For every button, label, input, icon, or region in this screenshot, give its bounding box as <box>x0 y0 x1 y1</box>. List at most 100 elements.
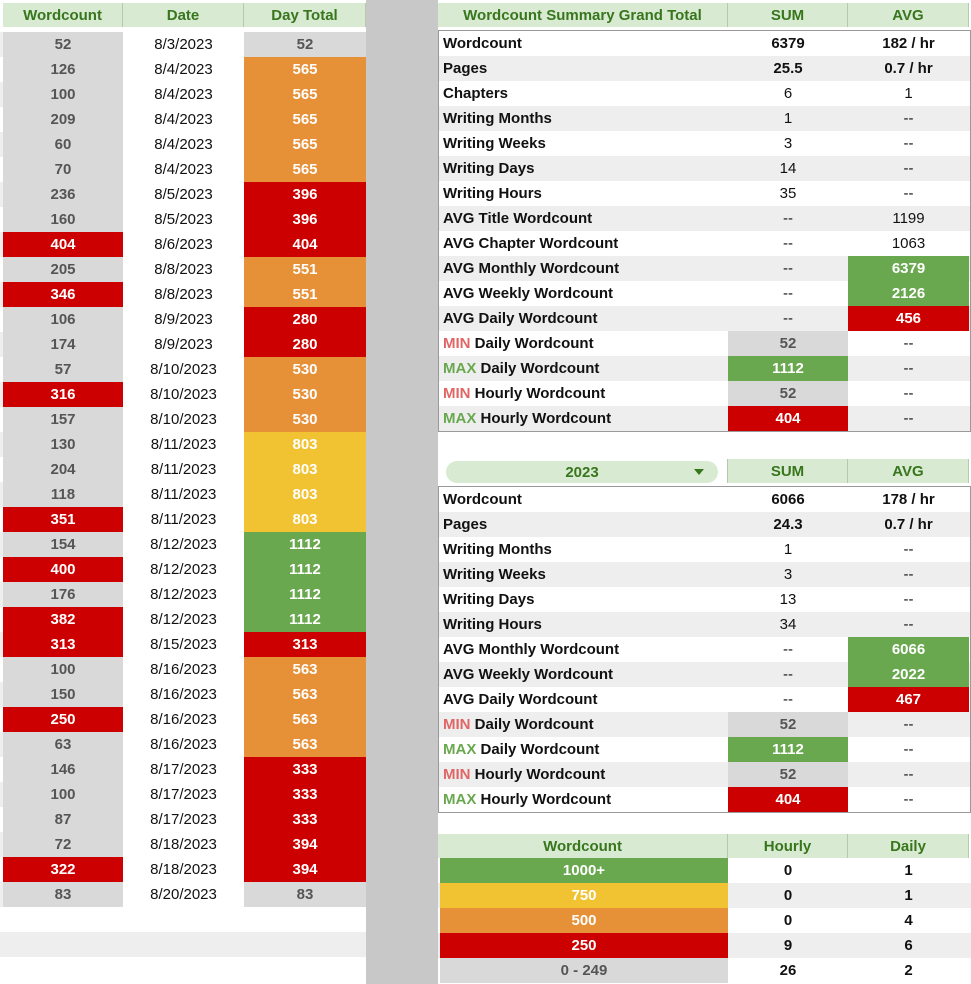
stat-sum[interactable]: -- <box>783 691 793 708</box>
date-cell[interactable]: 8/11/2023 <box>123 457 244 482</box>
wordcount-cell[interactable]: 204 <box>3 457 123 482</box>
year-dropdown[interactable]: 2023 <box>446 461 718 483</box>
wordcount-cell[interactable]: 63 <box>3 732 123 757</box>
wordcount-cell[interactable]: 351 <box>3 507 123 532</box>
date-cell[interactable]: 8/18/2023 <box>123 857 244 882</box>
stat-sum[interactable]: 404 <box>728 406 848 431</box>
date-cell[interactable]: 8/4/2023 <box>123 107 244 132</box>
stat-label[interactable]: AVG Weekly Wordcount <box>440 281 728 306</box>
wordcount-cell[interactable]: 146 <box>3 757 123 782</box>
date-cell[interactable]: 8/4/2023 <box>123 132 244 157</box>
wordcount-cell[interactable]: 106 <box>3 307 123 332</box>
stat-sum[interactable]: 1 <box>783 110 793 127</box>
stat-label[interactable]: MAX Daily Wordcount <box>440 356 728 381</box>
stat-label[interactable]: Writing Months <box>440 106 728 131</box>
day-total-cell[interactable]: 563 <box>244 707 366 732</box>
day-total-cell[interactable]: 563 <box>244 682 366 707</box>
year-avg-header[interactable]: AVG <box>848 459 969 483</box>
day-total-cell[interactable]: 394 <box>244 832 366 857</box>
empty-row[interactable] <box>0 932 366 957</box>
header-date[interactable]: Date <box>123 3 244 27</box>
stat-label[interactable]: AVG Chapter Wordcount <box>440 231 728 256</box>
stat-sum[interactable]: 3 <box>783 566 793 583</box>
day-total-cell[interactable]: 551 <box>244 282 366 307</box>
stat-label[interactable]: Pages <box>440 56 728 81</box>
stat-sum[interactable]: 1112 <box>728 356 848 381</box>
wordcount-cell[interactable]: 100 <box>3 657 123 682</box>
day-total-cell[interactable]: 803 <box>244 432 366 457</box>
legend-hourly[interactable]: 0 <box>783 862 793 879</box>
stat-label[interactable]: MAX Hourly Wordcount <box>440 406 728 431</box>
stat-avg[interactable]: 1063 <box>891 235 926 252</box>
date-cell[interactable]: 8/12/2023 <box>123 557 244 582</box>
day-total-cell[interactable]: 83 <box>244 882 366 907</box>
day-total-cell[interactable]: 530 <box>244 357 366 382</box>
day-total-cell[interactable]: 803 <box>244 507 366 532</box>
stat-avg[interactable]: 1199 <box>892 210 925 227</box>
stat-sum[interactable]: -- <box>783 285 793 302</box>
wordcount-cell[interactable]: 100 <box>3 782 123 807</box>
summary-sum-header[interactable]: SUM <box>728 3 848 27</box>
day-total-cell[interactable]: 396 <box>244 182 366 207</box>
legend-level[interactable]: 250 <box>440 933 728 958</box>
day-total-cell[interactable]: 396 <box>244 207 366 232</box>
stat-avg[interactable]: 467 <box>848 687 969 712</box>
stat-sum[interactable]: 404 <box>728 787 848 812</box>
wordcount-cell[interactable]: 176 <box>3 582 123 607</box>
year-sum-header[interactable]: SUM <box>728 459 848 483</box>
stat-avg[interactable]: -- <box>903 160 914 177</box>
wordcount-cell[interactable]: 130 <box>3 432 123 457</box>
day-total-cell[interactable]: 1112 <box>244 557 366 582</box>
wordcount-cell[interactable]: 83 <box>3 882 123 907</box>
summary-title[interactable]: Wordcount Summary Grand Total <box>438 3 728 27</box>
day-total-cell[interactable]: 333 <box>244 807 366 832</box>
stat-label[interactable]: AVG Monthly Wordcount <box>440 637 728 662</box>
wordcount-cell[interactable]: 150 <box>3 682 123 707</box>
date-cell[interactable]: 8/11/2023 <box>123 507 244 532</box>
day-total-cell[interactable]: 1112 <box>244 607 366 632</box>
stat-avg[interactable]: -- <box>903 385 914 402</box>
wordcount-cell[interactable]: 236 <box>3 182 123 207</box>
legend-level[interactable]: 0 - 249 <box>440 958 728 983</box>
stat-label[interactable]: Writing Hours <box>440 181 728 206</box>
day-total-cell[interactable]: 551 <box>244 257 366 282</box>
stat-label[interactable]: MIN Daily Wordcount <box>440 331 728 356</box>
stat-label[interactable]: AVG Monthly Wordcount <box>440 256 728 281</box>
stat-label[interactable]: MIN Daily Wordcount <box>440 712 728 737</box>
stat-sum[interactable]: 24.3 <box>773 516 803 533</box>
wordcount-cell[interactable]: 60 <box>3 132 123 157</box>
date-cell[interactable]: 8/9/2023 <box>123 307 244 332</box>
date-cell[interactable]: 8/17/2023 <box>123 757 244 782</box>
stat-label[interactable]: Writing Weeks <box>440 131 728 156</box>
day-total-cell[interactable]: 530 <box>244 407 366 432</box>
date-cell[interactable]: 8/9/2023 <box>123 332 244 357</box>
legend-hourly[interactable]: 0 <box>783 912 793 929</box>
legend-daily[interactable]: 1 <box>904 887 913 904</box>
wordcount-cell[interactable]: 100 <box>3 82 123 107</box>
stat-avg[interactable]: 178 / hr <box>882 491 935 508</box>
stat-sum[interactable]: 13 <box>779 591 797 608</box>
day-total-cell[interactable]: 565 <box>244 157 366 182</box>
stat-avg[interactable]: -- <box>903 360 914 377</box>
stat-sum[interactable]: -- <box>783 310 793 327</box>
stat-sum[interactable]: -- <box>783 666 793 683</box>
stat-label[interactable]: Writing Days <box>440 156 728 181</box>
day-total-cell[interactable]: 394 <box>244 857 366 882</box>
stat-sum[interactable]: 3 <box>783 135 793 152</box>
header-wordcount[interactable]: Wordcount <box>3 3 123 27</box>
stat-avg[interactable]: 2022 <box>848 662 969 687</box>
date-cell[interactable]: 8/17/2023 <box>123 782 244 807</box>
wordcount-cell[interactable]: 209 <box>3 107 123 132</box>
day-total-cell[interactable]: 52 <box>244 32 366 57</box>
wordcount-cell[interactable]: 174 <box>3 332 123 357</box>
date-cell[interactable]: 8/5/2023 <box>123 207 244 232</box>
day-total-cell[interactable]: 280 <box>244 307 366 332</box>
stat-sum[interactable]: 1112 <box>728 737 848 762</box>
stat-avg[interactable]: -- <box>903 741 914 758</box>
day-total-cell[interactable]: 803 <box>244 482 366 507</box>
stat-avg[interactable]: -- <box>903 410 914 427</box>
date-cell[interactable]: 8/16/2023 <box>123 707 244 732</box>
stat-sum[interactable]: -- <box>783 235 793 252</box>
legend-daily[interactable]: 1 <box>904 862 913 879</box>
stat-avg[interactable]: -- <box>903 110 914 127</box>
